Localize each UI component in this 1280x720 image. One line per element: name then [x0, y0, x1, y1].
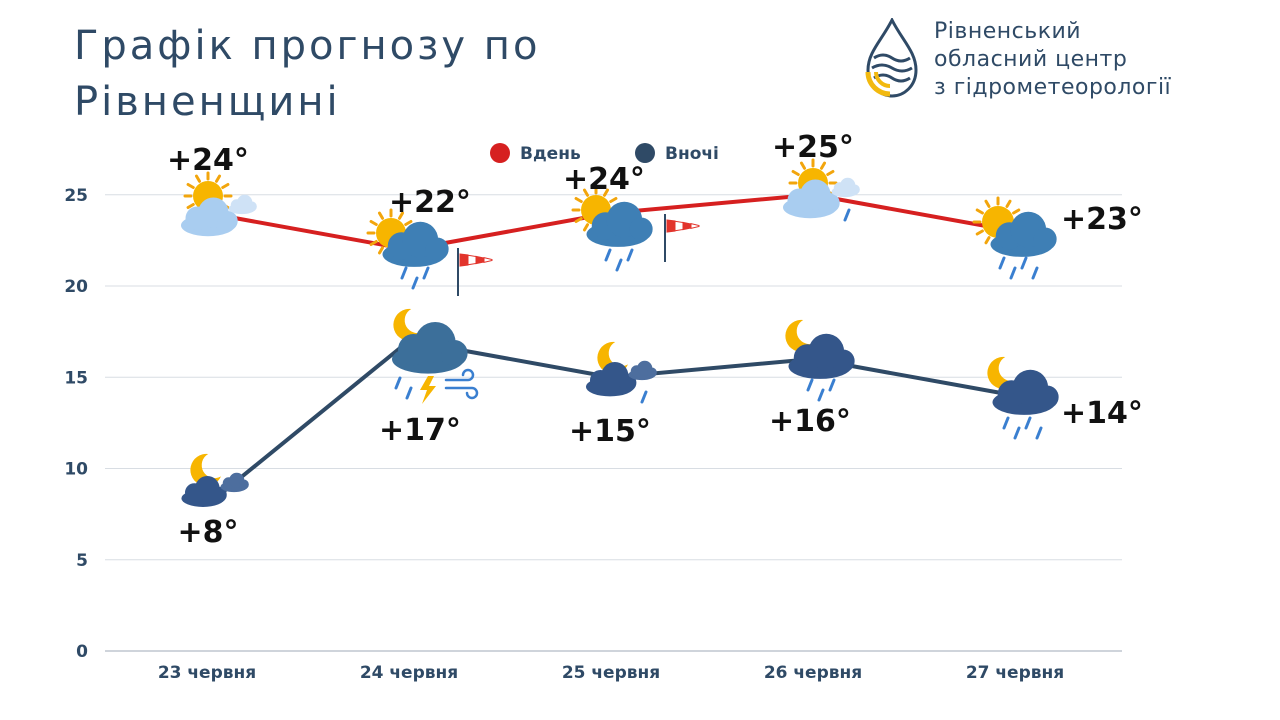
moon-cloud-icon	[181, 453, 249, 507]
title-line-1: Графік прогнозу по	[74, 23, 541, 69]
moon-rain-cloud-icon	[785, 319, 855, 402]
x-tick-label: 25 червня	[562, 663, 660, 683]
legend-marker	[635, 143, 655, 163]
sun-rain-cloud-icon	[366, 208, 449, 290]
sun-cloud-icon	[181, 171, 257, 237]
org-block: Рівненський обласний центр з гідрометеор…	[864, 18, 1264, 108]
y-tick-label: 5	[76, 551, 88, 571]
night-data-label: +16°	[769, 404, 851, 439]
night-data-label: +17°	[379, 413, 461, 448]
org-name-line-3: з гідрометеорології	[934, 75, 1172, 100]
title-line-2: Рівненщині	[74, 79, 341, 125]
legend-label: Вдень	[520, 144, 581, 164]
page-title: Графік прогнозу по Рівненщині	[74, 18, 540, 130]
x-tick-label: 27 червня	[966, 663, 1064, 683]
moon-cloud-rain-icon	[586, 341, 657, 404]
water-drop-emblem-icon	[865, 18, 918, 98]
y-tick-label: 20	[64, 277, 88, 297]
x-tick-label: 23 червня	[158, 663, 256, 683]
x-tick-label: 24 червня	[360, 663, 458, 683]
y-tick-label: 25	[64, 186, 88, 206]
org-name-line-1: Рівненський	[934, 19, 1082, 44]
sun-rain-cloud-icon	[571, 185, 653, 272]
moon-rain-cloud-icon	[987, 356, 1059, 440]
night-data-label: +14°	[1061, 396, 1143, 431]
night-data-label: +8°	[177, 515, 238, 550]
y-tick-label: 0	[76, 642, 88, 662]
night-data-label: +15°	[569, 414, 651, 449]
day-data-label: +22°	[389, 185, 471, 220]
y-tick-label: 10	[64, 460, 88, 480]
moon-storm-wind-icon	[392, 308, 479, 404]
x-tick-label: 26 червня	[764, 663, 862, 683]
org-name: Рівненський обласний центр з гідрометеор…	[934, 18, 1171, 102]
sun-cloud-rain-icon	[783, 158, 860, 222]
sun-rain-cloud-icon	[972, 196, 1057, 280]
day-data-label: +24°	[563, 162, 645, 197]
org-name-line-2: обласний центр	[934, 47, 1128, 72]
windsock-icon	[664, 214, 700, 262]
legend-label: Вночі	[665, 144, 719, 164]
day-data-label: +24°	[167, 143, 249, 178]
day-data-label: +25°	[772, 130, 854, 165]
y-tick-label: 15	[64, 368, 88, 388]
legend-marker	[490, 143, 510, 163]
windsock-icon	[457, 248, 493, 296]
day-data-label: +23°	[1061, 202, 1143, 237]
